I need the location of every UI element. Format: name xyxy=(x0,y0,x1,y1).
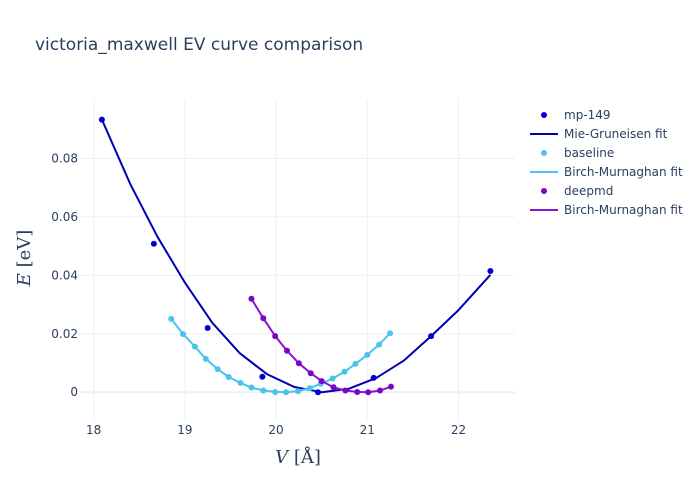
legend[interactable]: mp-149 Mie-Gruneisen fit baseline Birch-Mur… xyxy=(530,108,683,217)
legend-label: Birch-Murnaghan fit xyxy=(564,165,683,179)
x-tick-label: 18 xyxy=(86,423,101,437)
data-point-4 xyxy=(387,383,394,390)
fit-line-1 xyxy=(100,119,492,394)
data-point-0 xyxy=(428,333,435,340)
data-point-4 xyxy=(248,295,255,302)
x-tick-label: 21 xyxy=(360,423,375,437)
y-tick-label: 0.02 xyxy=(51,327,78,341)
data-point-2 xyxy=(180,331,187,338)
legend-label: Mie-Gruneisen fit xyxy=(564,127,668,141)
data-point-4 xyxy=(354,388,361,395)
data-point-2 xyxy=(283,389,290,396)
data-point-4 xyxy=(284,347,291,354)
x-tick-label: 22 xyxy=(451,423,466,437)
data-point-0 xyxy=(204,324,211,331)
data-point-0 xyxy=(98,116,105,123)
legend-marker-swatch xyxy=(541,188,547,194)
grid xyxy=(80,100,515,420)
legend-label: Birch-Murnaghan fit xyxy=(564,203,683,217)
data-point-0 xyxy=(315,389,322,396)
data-point-2 xyxy=(306,385,313,392)
x-tick-label: 19 xyxy=(177,423,192,437)
x-tick-label: 20 xyxy=(268,423,283,437)
legend-label: baseline xyxy=(564,146,614,160)
data-point-4 xyxy=(307,370,314,377)
plot-area xyxy=(98,116,494,396)
data-point-0 xyxy=(487,267,494,274)
legend-marker-swatch xyxy=(541,112,547,118)
data-point-2 xyxy=(214,366,221,373)
y-axis-title: E [eV] xyxy=(14,230,35,288)
data-point-4 xyxy=(318,378,325,385)
data-point-4 xyxy=(365,389,372,396)
data-point-2 xyxy=(272,388,279,395)
data-point-0 xyxy=(370,374,377,381)
y-axis-ticks: 0 0.02 0.04 0.06 0.08 xyxy=(51,151,78,399)
y-axis-variable: E xyxy=(14,273,35,287)
data-point-2 xyxy=(329,375,336,382)
data-point-4 xyxy=(377,387,384,394)
data-point-2 xyxy=(237,379,244,386)
data-point-2 xyxy=(376,341,383,348)
data-point-2 xyxy=(364,351,371,358)
legend-label: mp-149 xyxy=(564,108,611,122)
legend-marker-swatch xyxy=(541,150,547,156)
legend-item-3[interactable]: Birch-Murnaghan fit xyxy=(530,165,683,179)
data-point-2 xyxy=(387,330,394,337)
legend-label: deepmd xyxy=(564,184,613,198)
data-point-0 xyxy=(150,240,157,247)
y-tick-label: 0 xyxy=(70,385,78,399)
data-point-2 xyxy=(248,384,255,391)
data-point-2 xyxy=(191,343,198,350)
x-axis-variable: V xyxy=(275,447,290,468)
data-point-2 xyxy=(225,374,232,381)
y-tick-label: 0.08 xyxy=(51,151,78,165)
data-point-4 xyxy=(260,315,267,322)
data-point-2 xyxy=(168,315,175,322)
legend-item-1[interactable]: Mie-Gruneisen fit xyxy=(530,127,668,141)
x-axis-unit: [Å] xyxy=(294,446,321,468)
data-point-2 xyxy=(352,360,359,367)
legend-item-0[interactable]: mp-149 xyxy=(541,108,611,122)
data-point-2 xyxy=(341,368,348,375)
data-point-2 xyxy=(260,387,267,394)
data-point-2 xyxy=(202,355,209,362)
data-point-2 xyxy=(294,388,301,395)
legend-item-4[interactable]: deepmd xyxy=(541,184,613,198)
legend-item-2[interactable]: baseline xyxy=(541,146,614,160)
data-point-0 xyxy=(259,373,266,380)
y-axis-unit: [eV] xyxy=(14,230,35,268)
x-axis-title: V [Å] xyxy=(275,446,321,468)
data-point-4 xyxy=(272,333,279,340)
chart-title: victoria_maxwell EV curve comparison xyxy=(35,35,363,55)
legend-item-5[interactable]: Birch-Murnaghan fit xyxy=(530,203,683,217)
data-point-4 xyxy=(342,387,349,394)
data-point-4 xyxy=(330,384,337,391)
y-tick-label: 0.04 xyxy=(51,268,78,282)
x-axis-ticks: 18 19 20 21 22 xyxy=(86,423,466,437)
y-tick-label: 0.06 xyxy=(51,210,78,224)
data-point-4 xyxy=(295,360,302,367)
